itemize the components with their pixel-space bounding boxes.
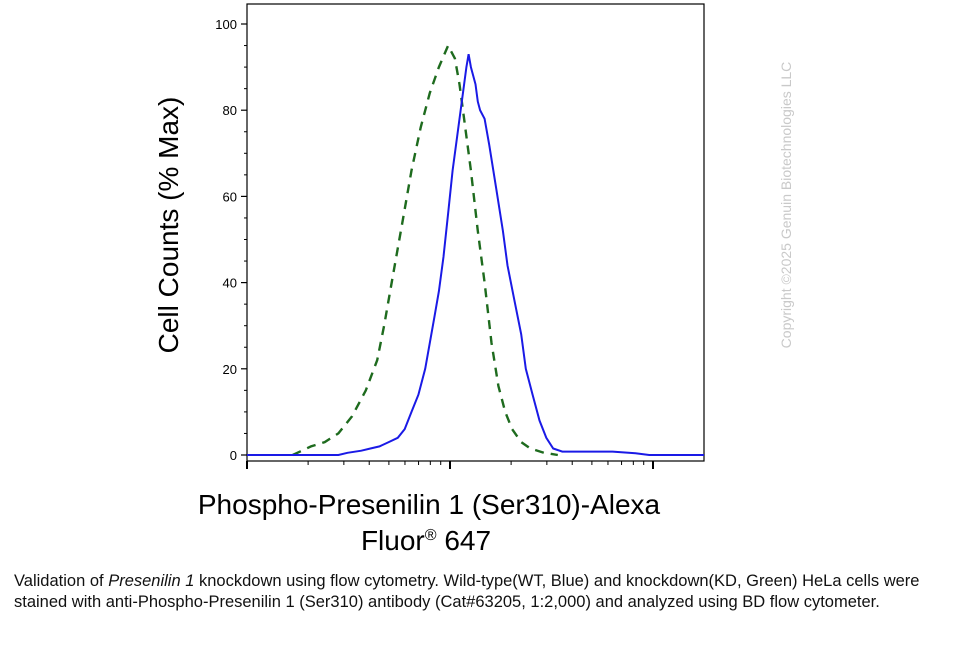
x-axis-title-reg: ® [425, 527, 437, 544]
plot-frame [246, 3, 705, 462]
y-tick-label: 100 [215, 17, 237, 32]
y-tick-label: 0 [230, 448, 237, 463]
flow-cytometry-histogram: 0 20 40 60 80 100 Cell Counts (% Max) Phospho… [153, 3, 794, 556]
y-axis-title: Cell Counts (% Max) [153, 97, 184, 354]
x-axis-title-line2: Fluor® 647 [361, 525, 491, 556]
x-axis-title-line1: Phospho-Presenilin 1 (Ser310)-Alexa [198, 489, 661, 520]
copyright-watermark: Copyright ©2025 Genuin Biotechnologies L… [778, 62, 794, 349]
caption-post: knockdown using flow cytometry. Wild-typ… [14, 572, 920, 611]
y-tick-label: 20 [223, 362, 237, 377]
series-kd-line [292, 42, 558, 457]
caption-gene: Presenilin 1 [108, 572, 195, 590]
x-axis-title-fluor: Fluor [361, 525, 425, 556]
series-wt-line [247, 54, 704, 456]
caption-pre: Validation of [14, 572, 109, 590]
figure-caption: Validation of Presenilin 1 knockdown usi… [14, 571, 974, 613]
x-axis [246, 461, 654, 469]
y-tick-label: 60 [223, 189, 237, 204]
y-tick-label: 40 [223, 276, 237, 291]
x-axis-title-647: 647 [437, 525, 492, 556]
y-tick-label: 80 [223, 103, 237, 118]
y-axis: 0 20 40 60 80 100 [215, 17, 247, 463]
